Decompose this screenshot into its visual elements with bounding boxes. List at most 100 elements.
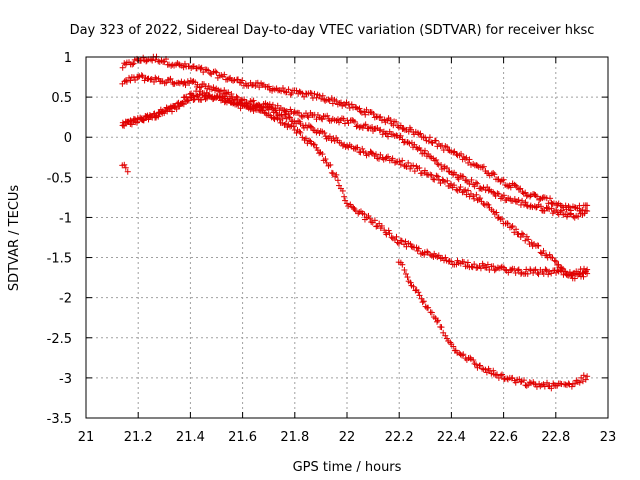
data-point xyxy=(387,116,394,123)
data-point xyxy=(545,271,552,278)
data-point xyxy=(485,201,492,208)
data-point xyxy=(181,60,188,67)
data-point xyxy=(509,223,516,230)
data-point xyxy=(326,133,333,140)
data-point xyxy=(397,237,404,244)
data-point xyxy=(438,324,445,331)
data-point xyxy=(323,159,330,166)
data-point xyxy=(274,102,281,109)
data-point xyxy=(198,96,205,103)
data-point xyxy=(551,257,558,264)
data-point xyxy=(241,96,248,103)
data-point xyxy=(534,269,541,276)
data-point xyxy=(477,195,484,202)
data-point xyxy=(321,129,328,136)
data-point xyxy=(416,164,423,171)
data-point xyxy=(149,57,156,64)
data-point xyxy=(396,158,403,165)
data-point xyxy=(313,94,320,101)
data-point xyxy=(463,154,470,161)
data-point xyxy=(571,204,578,211)
data-point xyxy=(285,86,292,93)
data-point xyxy=(318,95,325,102)
data-point xyxy=(434,317,441,324)
data-point xyxy=(433,172,440,179)
data-point xyxy=(222,95,229,102)
data-point xyxy=(479,164,486,171)
data-point xyxy=(502,266,509,273)
y-tick-label: -2.5 xyxy=(47,332,72,347)
data-point xyxy=(515,186,522,193)
data-point xyxy=(222,89,229,96)
data-point xyxy=(455,176,462,183)
data-point xyxy=(273,114,280,121)
data-point xyxy=(163,79,170,86)
data-point xyxy=(390,122,397,129)
data-point xyxy=(456,186,463,193)
data-point xyxy=(425,138,432,145)
data-point xyxy=(356,124,363,131)
data-point xyxy=(394,239,401,246)
data-point xyxy=(175,79,182,86)
y-tick-label: -1 xyxy=(59,211,72,226)
data-point xyxy=(407,165,414,172)
data-point xyxy=(311,90,318,97)
data-point xyxy=(336,182,343,189)
data-point xyxy=(537,203,544,210)
data-point xyxy=(123,78,130,85)
data-point xyxy=(385,153,392,160)
data-point xyxy=(181,79,188,86)
data-point xyxy=(301,93,308,100)
data-point xyxy=(540,247,547,254)
data-point xyxy=(468,176,475,183)
data-point xyxy=(463,191,470,198)
data-point xyxy=(189,78,196,85)
data-point xyxy=(517,379,524,386)
y-tick-label: 0 xyxy=(64,131,72,146)
data-point xyxy=(256,84,263,91)
data-point xyxy=(465,187,472,194)
data-point xyxy=(401,163,408,170)
data-point xyxy=(543,267,550,274)
data-point xyxy=(543,379,550,386)
data-point xyxy=(327,161,334,168)
data-point xyxy=(325,96,332,103)
data-point xyxy=(402,270,409,277)
data-point xyxy=(334,116,341,123)
data-point xyxy=(198,64,205,71)
data-point xyxy=(466,156,473,163)
data-point xyxy=(444,144,451,151)
data-point xyxy=(533,193,540,200)
data-point xyxy=(457,183,464,190)
data-point xyxy=(254,79,261,86)
data-point xyxy=(130,60,137,67)
data-point xyxy=(329,170,336,177)
data-point xyxy=(179,99,186,106)
data-point xyxy=(398,237,405,244)
data-point xyxy=(296,128,303,135)
data-point xyxy=(523,382,530,389)
data-point xyxy=(198,83,205,90)
data-point xyxy=(434,318,441,325)
data-point xyxy=(333,171,340,178)
data-point xyxy=(377,113,384,120)
data-point xyxy=(276,116,283,123)
data-point xyxy=(205,83,212,90)
data-point xyxy=(535,271,542,278)
data-point xyxy=(121,122,128,129)
data-point xyxy=(430,176,437,183)
data-point xyxy=(129,61,136,68)
data-point xyxy=(494,190,501,197)
data-point xyxy=(458,352,465,359)
data-point xyxy=(138,72,145,79)
y-tick-label: 0.5 xyxy=(51,91,72,106)
data-point xyxy=(186,91,193,98)
data-point xyxy=(482,366,489,373)
data-point xyxy=(231,96,238,103)
data-point xyxy=(511,229,518,236)
data-point xyxy=(255,106,262,113)
data-point xyxy=(499,371,506,378)
data-point xyxy=(513,226,520,233)
data-point xyxy=(339,187,346,194)
